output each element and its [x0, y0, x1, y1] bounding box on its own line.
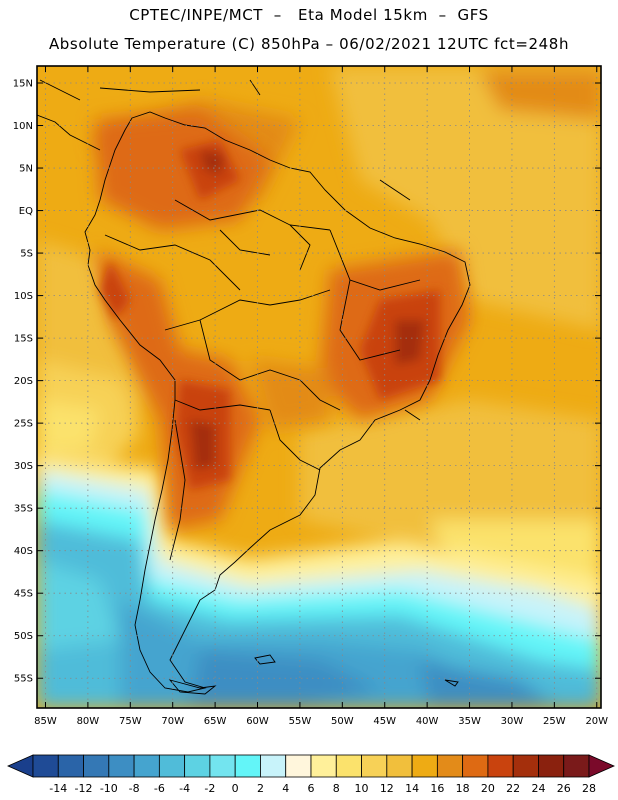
lat-tick-label: 55S — [14, 674, 33, 685]
lon-tick-label: 80W — [77, 716, 100, 727]
map-title-line-1: CPTEC/INPE/MCT – Eta Model 15km – GFS — [129, 6, 489, 24]
latitude-axis: 15N 10N 5N EQ 5S 10S 15S 20S 25S 30S 35S 40S 45S 50S 5… — [13, 79, 601, 685]
colorbar-level-label: 0 — [232, 782, 239, 795]
lat-tick-label: EQ — [19, 206, 33, 217]
lat-tick-label: 15S — [14, 334, 33, 345]
lat-tick-label: 25S — [14, 419, 33, 430]
colorbar-swatch — [158, 754, 186, 778]
lon-tick-label: 70W — [161, 716, 184, 727]
lon-tick-label: 45W — [373, 716, 396, 727]
colorbar-swatch — [209, 754, 236, 778]
lon-tick-label: 50W — [331, 716, 354, 727]
colorbar-level-label: -6 — [154, 782, 165, 795]
lon-tick-label: 75W — [119, 716, 142, 727]
lat-tick-label: 10N — [13, 121, 33, 132]
colorbar-swatch — [563, 754, 590, 778]
colorbar-level-label: 28 — [582, 782, 596, 795]
lon-tick-label: 55W — [289, 716, 312, 727]
colorbar-level-label: 14 — [405, 782, 419, 795]
colorbar-level-label: 10 — [355, 782, 369, 795]
lon-tick-label: 40W — [416, 716, 439, 727]
temperature-field — [37, 66, 601, 708]
lat-tick-label: 50S — [14, 631, 33, 642]
colorbar-level-label: 8 — [333, 782, 340, 795]
colorbar-swatch — [285, 754, 312, 778]
colorbar-level-label: 6 — [308, 782, 315, 795]
colorbar-swatch — [487, 754, 514, 778]
plot-frame — [36, 65, 602, 709]
colorbar-level-label: -10 — [100, 782, 118, 795]
lat-tick-label: 10S — [14, 291, 33, 302]
colorbar-swatch — [361, 754, 388, 778]
lat-tick-label: 45S — [14, 589, 33, 600]
lon-tick-label: 35W — [458, 716, 481, 727]
lat-tick-label: 5N — [19, 164, 33, 175]
lon-tick-label: 25W — [543, 716, 566, 727]
colorbar-level-label: 4 — [282, 782, 289, 795]
colorbar-level-label: 18 — [456, 782, 470, 795]
colorbar-swatch — [133, 754, 160, 778]
colorbar-swatch — [260, 754, 287, 778]
lat-tick-label: 15N — [13, 79, 33, 90]
colorbar-swatch — [234, 754, 261, 778]
colorbar-swatch — [83, 754, 110, 778]
colorbar-level-label: 22 — [506, 782, 520, 795]
lat-tick-label: 30S — [14, 461, 33, 472]
colorbar-level-label: -2 — [204, 782, 215, 795]
colorbar-swatch — [32, 754, 59, 778]
colorbar-level-label: 26 — [557, 782, 571, 795]
map-title-line-2: Absolute Temperature (C) 850hPa – 06/02/… — [48, 35, 570, 53]
lat-tick-label: 40S — [14, 546, 33, 557]
lon-tick-label: 65W — [204, 716, 227, 727]
colorbar-swatch — [386, 754, 413, 778]
longitude-axis: 85W 80W 75W 70W 65W 60W 55W 50W 45W 40W 35W 30W 25W 2… — [34, 66, 608, 727]
gridlines — [37, 66, 601, 708]
lon-tick-label: 85W — [34, 716, 57, 727]
colorbar-level-label: -14 — [49, 782, 67, 795]
colorbar-level-label: -4 — [179, 782, 190, 795]
colorbar-level-label: 12 — [380, 782, 394, 795]
lat-tick-label: 35S — [14, 504, 33, 515]
colorbar: -14 -12 -10 -8 -6 -4 -2 0 2 4 6 8 10 12 14 16 18 20 22 24 26… — [7, 754, 615, 795]
lat-tick-label: 20S — [14, 376, 33, 387]
colorbar-level-label: 24 — [531, 782, 545, 795]
colorbar-swatch — [436, 754, 464, 778]
colorbar-swatch — [411, 754, 438, 778]
lon-tick-label: 30W — [501, 716, 524, 727]
colorbar-level-label: 16 — [430, 782, 444, 795]
colorbar-under-arrow — [7, 754, 34, 778]
colorbar-swatch — [57, 754, 84, 778]
colorbar-swatch — [108, 754, 135, 778]
colorbar-level-label: 20 — [481, 782, 495, 795]
lon-tick-label: 60W — [246, 716, 269, 727]
colorbar-level-label: 2 — [257, 782, 264, 795]
colorbar-over-arrow — [588, 754, 615, 778]
colorbar-level-label: -8 — [129, 782, 140, 795]
colorbar-swatch — [335, 754, 362, 778]
coastlines — [37, 79, 471, 695]
colorbar-swatch — [538, 754, 565, 778]
colorbar-swatch — [512, 754, 539, 778]
lat-tick-label: 5S — [20, 249, 33, 260]
colorbar-swatch — [310, 754, 337, 778]
colorbar-level-label: -12 — [75, 782, 93, 795]
colorbar-swatch — [184, 754, 211, 778]
colorbar-swatch — [462, 754, 489, 778]
lon-tick-label: 20W — [585, 716, 608, 727]
